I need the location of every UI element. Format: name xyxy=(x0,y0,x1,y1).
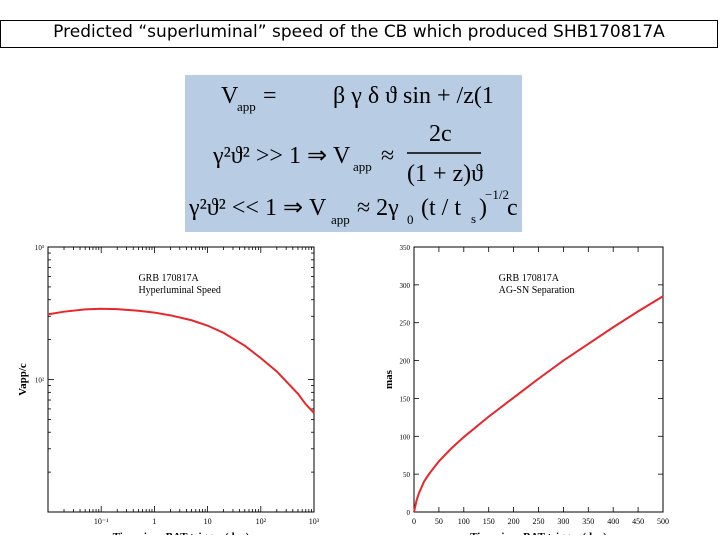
hyperluminal-speed-chart: 10⁻¹ 1 10 10² 10³ 10³ 10² Time since BAT trigge… xyxy=(6,235,320,535)
chart1-x-tick-label: 50 xyxy=(435,517,443,526)
chart0-x-tick-label: 10⁻¹ xyxy=(94,517,109,526)
chart0-series-line-0 xyxy=(47,307,315,414)
formula-line1-lhs-sub: app xyxy=(237,99,256,114)
chart1-y-tick-label: 350 xyxy=(400,244,411,252)
chart1-x-tick-label: 500 xyxy=(657,517,669,526)
chart0-x-tick-label: 10 xyxy=(204,517,212,526)
chart1-x-tick-label: 0 xyxy=(412,517,416,526)
formula-line3-ts-sub: s xyxy=(471,211,476,226)
formula-line3-tail: c xyxy=(507,195,518,221)
chart1-y-tick-label: 250 xyxy=(400,320,411,328)
ag-sn-separation-svg: 0 50 100 150 200 250 300 350 400 450 500 0 50 100 150 2… xyxy=(383,244,669,535)
chart1-y-tick-label: 100 xyxy=(400,433,411,441)
hyperluminal-speed-svg: 10⁻¹ 1 10 10² 10³ 10³ 10² Time since BAT trigge… xyxy=(17,244,320,535)
formula-line3-sub: app xyxy=(331,212,350,227)
chart1-x-tick-label: 300 xyxy=(557,517,569,526)
chart1-y-tick-label: 50 xyxy=(403,471,411,479)
formula-line2-numerator: 2c xyxy=(429,121,452,147)
formula-line3-approx: ≈ 2γ xyxy=(357,195,399,221)
chart1-x-tick-label: 150 xyxy=(483,517,495,526)
formula-line2-cond: γ²ϑ² >> 1 ⇒ V xyxy=(212,143,351,169)
chart1-y-axis-label: mas xyxy=(383,369,395,389)
formula-line3-rest: (t / t xyxy=(421,195,461,221)
chart0-y-tick-label: 10² xyxy=(35,377,44,385)
chart1-x-tick-label: 100 xyxy=(458,517,470,526)
chart0-y-axis-label: Vapp/c xyxy=(17,363,29,396)
formula-line3-cond: γ²ϑ² << 1 ⇒ V xyxy=(188,195,327,221)
chart0-y-tick-label: 10³ xyxy=(35,244,44,252)
formula-line1-lhs: V xyxy=(221,83,239,109)
chart1-x-tick-label: 450 xyxy=(632,517,644,526)
formula-line3-close: ) xyxy=(479,195,487,221)
formula-box: V app = β γ δ ϑ sin + /z(1 γ²ϑ² >> 1 ⇒ V… xyxy=(185,75,522,232)
formula-line2-denominator: (1 + z)ϑ xyxy=(407,161,483,187)
formula-line2-approx: ≈ xyxy=(381,143,394,169)
chart1-x-tick-label: 350 xyxy=(582,517,594,526)
chart1-annotation-line-1: AG-SN Separation xyxy=(499,285,575,296)
chart0-annotation-line-0: GRB 170817A xyxy=(138,273,199,284)
chart0-x-tick-label: 10² xyxy=(256,517,267,526)
chart1-annotation-line-0: GRB 170817A xyxy=(499,273,560,284)
formula-line3-gamma-sub: 0 xyxy=(407,212,414,227)
formula-svg: V app = β γ δ ϑ sin + /z(1 γ²ϑ² >> 1 ⇒ V… xyxy=(188,83,518,227)
chart1-y-tick-label: 200 xyxy=(400,358,411,366)
formula-line1-eq: = xyxy=(263,83,277,109)
chart1-x-axis-label: Time since BAT trigger (day) xyxy=(470,531,607,535)
chart1-x-tick-label: 250 xyxy=(533,517,545,526)
chart1-series-line-0 xyxy=(413,295,664,513)
formula-line1-rhs: β γ δ ϑ sin + /z(1 xyxy=(333,83,494,109)
title-box: Predicted “superluminal” speed of the CB… xyxy=(0,20,718,48)
chart1-x-tick-label: 200 xyxy=(508,517,520,526)
chart0-x-tick-label: 1 xyxy=(152,517,156,526)
chart1-y-tick-label: 300 xyxy=(400,282,411,290)
chart1-y-tick-label: 0 xyxy=(407,509,411,517)
slide-title: Predicted “superluminal” speed of the CB… xyxy=(53,22,665,42)
formula-line3-exponent: −1/2 xyxy=(485,187,509,202)
ag-sn-separation-chart: 0 50 100 150 200 250 300 350 400 450 500 0 50 100 150 2… xyxy=(370,235,670,535)
chart0-x-axis-label: Time since BAT trigger (day) xyxy=(113,531,250,535)
chart1-y-tick-label: 150 xyxy=(400,395,411,403)
chart0-x-tick-label: 10³ xyxy=(309,517,320,526)
chart0-annotation-line-1: Hyperluminal Speed xyxy=(138,285,220,296)
formula-line2-sub: app xyxy=(353,159,372,174)
chart1-x-tick-label: 400 xyxy=(607,517,619,526)
